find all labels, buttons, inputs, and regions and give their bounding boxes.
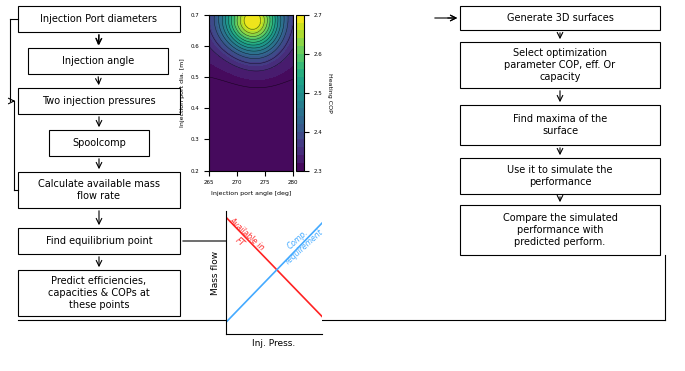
Text: Two injection pressures: Two injection pressures xyxy=(42,96,155,106)
Text: Spoolcomp: Spoolcomp xyxy=(72,138,126,148)
X-axis label: Injection port angle [deg]: Injection port angle [deg] xyxy=(211,191,291,196)
FancyBboxPatch shape xyxy=(18,228,180,254)
FancyBboxPatch shape xyxy=(460,158,660,194)
FancyBboxPatch shape xyxy=(18,88,180,114)
Y-axis label: Mass flow: Mass flow xyxy=(212,251,221,295)
Text: Calculate available mass
flow rate: Calculate available mass flow rate xyxy=(38,179,160,201)
Text: Find maxima of the
surface: Find maxima of the surface xyxy=(513,114,607,136)
Text: Injection angle: Injection angle xyxy=(62,56,134,66)
FancyBboxPatch shape xyxy=(18,270,180,316)
Text: Available in
FT: Available in FT xyxy=(221,216,266,260)
FancyBboxPatch shape xyxy=(460,105,660,145)
Text: Compare the simulated
performance with
predicted perform.: Compare the simulated performance with p… xyxy=(503,213,617,247)
FancyBboxPatch shape xyxy=(460,205,660,255)
Text: Predict efficiencies,
capacities & COPs at
these points: Predict efficiencies, capacities & COPs … xyxy=(48,276,150,310)
Text: Comp.
requirement: Comp. requirement xyxy=(277,220,325,266)
Y-axis label: Heating COP: Heating COP xyxy=(327,73,332,113)
X-axis label: Inj. Press.: Inj. Press. xyxy=(252,339,296,348)
FancyBboxPatch shape xyxy=(49,130,149,156)
Text: Select optimization
parameter COP, eff. Or
capacity: Select optimization parameter COP, eff. … xyxy=(504,48,616,82)
Text: Find equilibrium point: Find equilibrium point xyxy=(46,236,152,246)
FancyBboxPatch shape xyxy=(18,172,180,208)
FancyBboxPatch shape xyxy=(18,6,180,32)
Text: Use it to simulate the
performance: Use it to simulate the performance xyxy=(508,165,613,187)
Text: Injection Port diameters: Injection Port diameters xyxy=(40,14,158,24)
Text: Generate 3D surfaces: Generate 3D surfaces xyxy=(507,13,614,23)
FancyBboxPatch shape xyxy=(28,48,168,74)
FancyBboxPatch shape xyxy=(460,6,660,30)
Y-axis label: Injection port dia. [m]: Injection port dia. [m] xyxy=(180,58,185,127)
FancyBboxPatch shape xyxy=(460,42,660,88)
